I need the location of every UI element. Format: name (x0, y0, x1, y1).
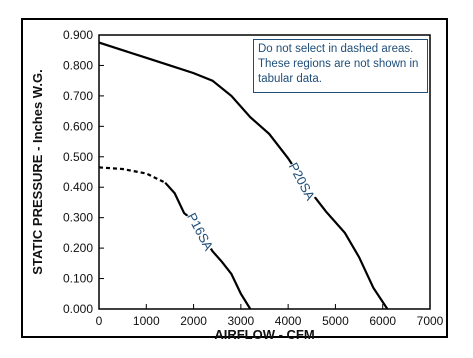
y-tick-label: 0.200 (63, 241, 93, 255)
x-tick-label: 1000 (133, 314, 160, 328)
y-tick-label: 0.500 (63, 150, 93, 164)
x-axis-title: AIRFLOW - CFM (214, 327, 314, 342)
p16sa-dashed-line (98, 166, 166, 184)
x-tick-label: 7000 (417, 314, 444, 328)
y-axis-title: STATIC PRESSURE - Inches W.G. (30, 69, 45, 274)
chart-frame (21, 18, 448, 338)
p20sa-line (98, 41, 389, 310)
y-tick-label: 0.400 (63, 180, 93, 194)
y-tick-label: 0.900 (63, 28, 93, 42)
p20sa-label: P20SA (286, 160, 318, 203)
y-tick-label: 0.700 (63, 89, 93, 103)
x-tick-label: 5000 (322, 314, 349, 328)
plot-area (98, 34, 431, 310)
x-tick-label: 6000 (369, 314, 396, 328)
p20sa-label-bg (285, 159, 319, 203)
dashed-area-note: Do not select in dashed areas. These reg… (253, 39, 428, 93)
y-tick-label: 0.300 (63, 211, 93, 225)
y-tick-label: 0.800 (63, 58, 93, 72)
x-tick-label: 3000 (228, 314, 255, 328)
p16sa-label: P16SA (184, 210, 216, 253)
x-tick-label: 4000 (275, 314, 302, 328)
y-tick-label: 0.600 (63, 119, 93, 133)
y-tick-label: 0.100 (63, 272, 93, 286)
x-tick-label: 2000 (180, 314, 207, 328)
x-tick-label: 0 (96, 314, 103, 328)
p16sa-label-bg (184, 209, 218, 253)
y-tick-label: 0.000 (63, 302, 93, 316)
